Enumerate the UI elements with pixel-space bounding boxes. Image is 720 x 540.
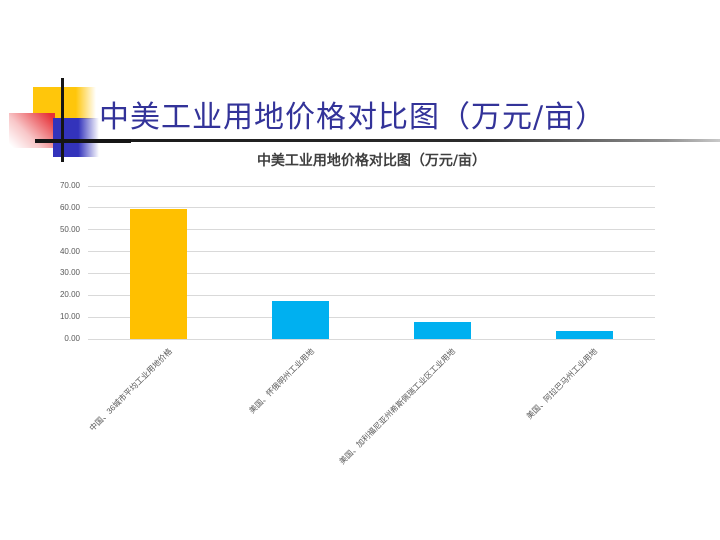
gridline (88, 229, 655, 231)
gridline (88, 272, 655, 274)
y-axis-tick-label: 60.00 (59, 202, 80, 212)
y-axis-tick-label: 40.00 (59, 246, 80, 256)
y-axis-tick-label: 10.00 (59, 312, 80, 322)
y-axis-tick-label: 70.00 (59, 181, 80, 190)
gridline (88, 316, 655, 318)
x-axis-category-label: 美国、加利福尼亚州希斯佩瑞工业区工业用地 (337, 346, 458, 467)
gridline (88, 207, 655, 209)
title-divider-line (35, 139, 720, 142)
slide-title: 中美工业用地价格对比图（万元/亩） (99, 100, 607, 135)
y-axis-tick-label: 0.00 (64, 334, 80, 343)
bar-1 (130, 208, 188, 339)
bar-4 (555, 331, 613, 339)
deco-blue-square (53, 118, 99, 157)
bar-3 (413, 321, 471, 339)
y-axis-tick-label: 50.00 (59, 224, 80, 234)
gridline (88, 251, 655, 253)
gridline (88, 338, 655, 340)
deco-vertical-line (61, 78, 64, 162)
chart-title: 中美工业用地价格对比图（万元/亩） (256, 153, 487, 169)
y-axis-tick-label: 20.00 (59, 290, 80, 300)
gridline (88, 294, 655, 296)
deco-horizontal-line (35, 139, 131, 143)
y-axis-tick-label: 30.00 (59, 268, 80, 278)
x-axis-category-label: 美国、怀俄明州工业用地 (247, 346, 316, 416)
plot-area: 0.00 10.00 20.00 30.00 40.00 50.00 60.00 70.00 中… (60, 181, 655, 466)
x-axis-category-label: 美国、阿拉巴马州工业用地 (524, 346, 600, 421)
bar-2 (272, 300, 330, 339)
x-axis-category-label: 中国、36城市平均工业用地价格 (87, 346, 174, 433)
gridline (88, 185, 655, 187)
